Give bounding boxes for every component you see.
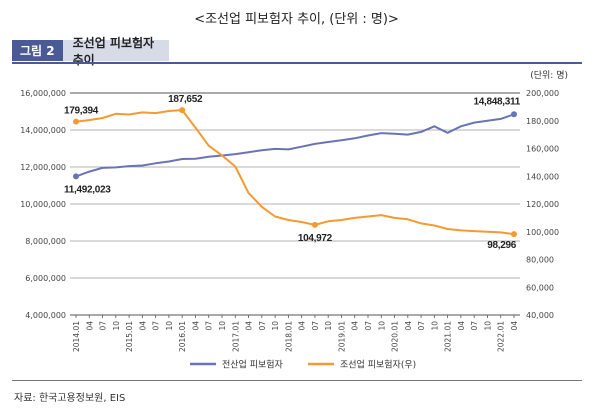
legend-label: 조선업 피보험자(우) xyxy=(340,360,416,371)
x-tick-label: 07 xyxy=(364,321,373,331)
data-label: 187,652 xyxy=(168,94,203,105)
x-tick-label: 2017.01 xyxy=(231,321,240,352)
unit-label: (단위: 명) xyxy=(530,70,568,81)
right-axis-tick-label: 60,000 xyxy=(526,283,554,292)
header-rule xyxy=(12,62,582,64)
data-label: 179,394 xyxy=(64,106,99,117)
left-axis-tick-label: 14,000,000 xyxy=(20,126,66,135)
series-line-all-industry xyxy=(75,113,515,178)
x-tick-label: 10 xyxy=(324,321,333,331)
figure-header: 그림 2 조선업 피보험자 추이 xyxy=(12,36,169,67)
x-tick-label: 07 xyxy=(311,321,320,331)
series-line-shipbuilding xyxy=(75,109,515,236)
x-tick-label: 07 xyxy=(152,321,161,331)
x-tick-label: 2022.01 xyxy=(497,321,506,352)
x-tick-label: 04 xyxy=(298,321,307,331)
left-axis-tick-label: 6,000,000 xyxy=(25,274,66,283)
data-point-marker xyxy=(73,118,79,125)
left-axis-tick-label: 8,000,000 xyxy=(25,237,66,246)
x-tick-label: 04 xyxy=(85,321,94,331)
left-axis-tick-label: 10,000,000 xyxy=(20,200,66,209)
x-tick-label: 04 xyxy=(351,321,360,331)
left-axis-tick-label: 4,000,000 xyxy=(25,311,66,320)
right-axis-tick-label: 140,000 xyxy=(526,172,559,181)
x-tick-label: 2016.01 xyxy=(178,321,187,352)
x-tick-label: 2015.01 xyxy=(125,321,134,352)
x-tick-label: 2014.01 xyxy=(72,321,81,352)
x-tick-label: 04 xyxy=(510,321,519,331)
x-tick-label: 07 xyxy=(205,321,214,331)
x-tick-label: 2019.01 xyxy=(337,321,346,352)
x-tick-label: 10 xyxy=(218,321,227,331)
x-tick-label: 10 xyxy=(271,321,280,331)
data-label: 11,492,023 xyxy=(64,184,111,195)
right-axis-tick-label: 80,000 xyxy=(526,256,554,265)
legend-label: 전산업 피보험자 xyxy=(222,360,284,371)
x-tick-label: 10 xyxy=(165,321,174,331)
left-axis-tick-label: 16,000,000 xyxy=(20,89,66,98)
data-label: 104,972 xyxy=(298,233,333,244)
right-axis-tick-label: 180,000 xyxy=(526,117,559,126)
figure-number-badge: 그림 2 xyxy=(12,40,63,61)
x-tick-label: 04 xyxy=(138,321,147,331)
data-label: 98,296 xyxy=(487,240,517,251)
x-tick-label: 10 xyxy=(377,321,386,331)
x-tick-label: 07 xyxy=(99,321,108,331)
x-tick-label: 07 xyxy=(258,321,267,331)
right-axis-tick-label: 40,000 xyxy=(526,311,554,320)
x-tick-label: 04 xyxy=(457,321,466,331)
left-axis-tick-label: 12,000,000 xyxy=(20,163,66,172)
page-title: <조선업 피보험자 추이, (단위 : 명)> xyxy=(194,12,399,27)
right-axis-tick-label: 120,000 xyxy=(526,200,559,209)
data-point-marker xyxy=(179,107,186,114)
x-tick-label: 07 xyxy=(470,321,479,331)
data-point-marker xyxy=(511,231,517,238)
source-note: 자료: 한국고용정보원, EIS xyxy=(14,393,126,404)
x-tick-label: 10 xyxy=(483,321,492,331)
x-tick-label: 2020.01 xyxy=(391,321,400,352)
x-tick-label: 04 xyxy=(404,321,413,331)
data-point-marker xyxy=(311,221,318,228)
data-label: 14,848,311 xyxy=(474,96,521,107)
right-axis-tick-label: 160,000 xyxy=(526,145,559,154)
x-tick-label: 07 xyxy=(417,321,426,331)
x-tick-label: 04 xyxy=(245,321,254,331)
right-axis-tick-label: 100,000 xyxy=(526,228,559,237)
data-point-marker xyxy=(511,111,517,118)
x-tick-label: 04 xyxy=(191,321,200,331)
x-tick-label: 2021.01 xyxy=(444,321,453,352)
x-tick-label: 2018.01 xyxy=(284,321,293,352)
x-tick-label: 10 xyxy=(430,321,439,331)
data-point-marker xyxy=(73,173,79,180)
x-tick-label: 10 xyxy=(112,321,121,331)
right-axis-tick-label: 200,000 xyxy=(526,89,559,98)
footer-rule xyxy=(12,380,582,381)
